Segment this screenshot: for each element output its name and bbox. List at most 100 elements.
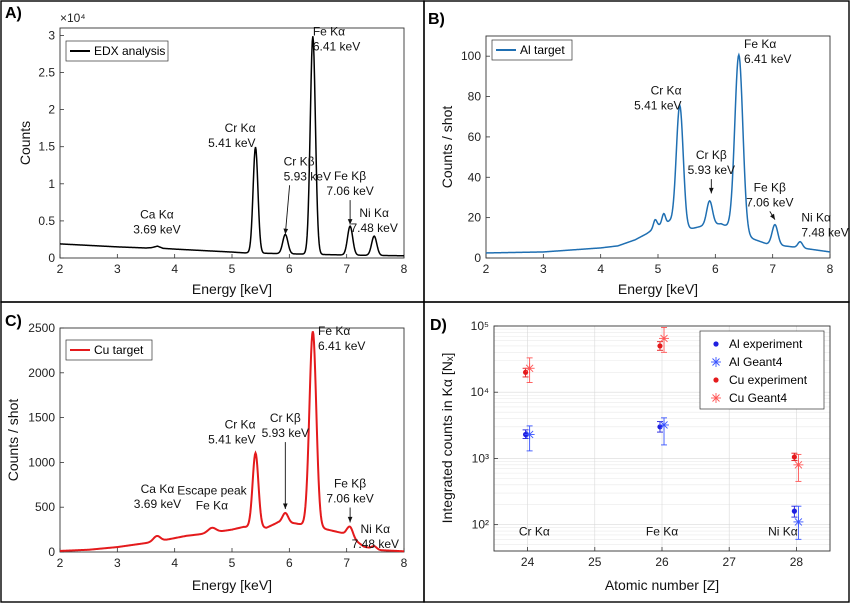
x-tick-label: 6 [286,556,293,570]
legend-label: Al target [520,43,565,57]
annotation-arrowhead [282,503,288,509]
y-exponent-label: ×10⁴ [60,11,86,25]
series-line [485,52,831,254]
series-line [59,36,404,257]
x-tick-label: 4 [597,262,604,276]
panel-d: D) 24 25 26 27 28 10² 10³ 10⁴ 10⁵ Cr Kα Fe Kα Ni K… [430,317,831,593]
y-tick-label: 0 [474,251,481,265]
series-group [59,36,404,257]
peak-annotation: Fe Kβ 7.06 keV [326,476,373,505]
x-tick-label: 2 [57,262,64,276]
peak-annotation: Fe Kα 6.41 keV [318,324,365,353]
annotation-arrowhead [770,213,775,220]
peak-annotation: Cr Kβ 5.93 keV [688,148,735,177]
annotation-arrowhead [708,187,714,194]
y-tick-label: 10⁴ [470,385,489,399]
panel-a: A) 2 3 4 5 6 7 8 0 0.5 1 1.5 2 2.5 3 ×10⁴ Ca Kα 3.69 k… [5,5,408,297]
peak-annotation: Fe Kα [646,525,678,539]
x-tick-label: 5 [655,262,662,276]
peak-annotation: Fe Kβ 7.06 keV [746,180,793,209]
peak-annotation: Ni Kα 7.48 keV [352,522,399,551]
y-tick-label: 2.5 [38,66,55,80]
panel-label: A) [5,5,22,22]
tick-group: 24 25 26 27 28 10² 10³ 10⁴ 10⁵ [470,319,803,569]
peak-annotation: Ca Kα 3.69 keV [134,482,181,511]
x-tick-label: 8 [401,262,408,276]
y-tick-label: 3 [48,28,55,42]
series-group [522,327,804,540]
y-tick-label: 1000 [28,455,55,469]
series-group [485,52,831,254]
peak-annotation: Cr Kα 5.41 keV [208,417,255,446]
panel-frame-d [423,301,850,603]
x-tick-label: 2 [483,262,490,276]
annotation-arrowhead [347,219,353,225]
legend: EDX analysis [65,40,169,62]
legend-label: EDX analysis [94,44,165,58]
data-point [791,454,797,460]
data-point [657,343,663,349]
x-tick-label: 5 [229,556,236,570]
y-tick-label: 60 [468,130,482,144]
y-tick-label: 10⁵ [471,319,489,333]
x-tick-label: 26 [655,555,669,569]
legend-label: Cu experiment [729,373,808,387]
legend-label: Al Geant4 [729,355,783,369]
x-tick-label: 6 [286,262,293,276]
peak-annotation: Ca Kα 3.69 keV [133,208,180,237]
peak-annotation: Fe Kβ 7.06 keV [326,169,373,198]
series-line [59,331,405,553]
legend: Al target [491,39,573,61]
x-tick-label: 28 [790,555,804,569]
annotation-group: Ca Kα 3.69 keV Cr Kα 5.41 keV Cr Kβ 5.93 keVF… [133,24,398,236]
data-point-star [659,419,670,430]
x-axis-label: Energy [keV] [192,577,272,593]
y-tick-label: 10² [472,518,489,532]
data-point-star [659,333,670,344]
x-tick-label: 8 [401,556,408,570]
y-tick-label: 0 [48,251,55,265]
series-group [59,331,405,553]
peak-annotation: Ni Kα 7.48 keV [801,211,848,240]
y-tick-label: 80 [468,90,482,104]
legend-label: Cu target [94,343,144,357]
x-tick-label: 2 [57,556,64,570]
x-axis-label: Energy [keV] [618,281,698,297]
y-tick-label: 100 [461,49,481,63]
y-axis-label: Counts / shot [439,106,455,189]
y-tick-label: 0 [48,545,55,559]
legend-box [65,339,153,361]
annotation-arrow [284,185,291,235]
y-axis-label: Counts / shot [5,399,21,482]
y-tick-label: 2000 [28,366,55,380]
annotation-arrowhead [283,228,289,235]
axes-frame [59,27,405,259]
panel-label: D) [430,317,447,334]
peak-annotation: Cr Kα 5.41 keV [208,121,255,150]
x-tick-label: 25 [588,555,602,569]
legend-label: Cu Geant4 [729,391,787,405]
x-tick-label: 3 [114,262,121,276]
legend: Cu target [65,339,153,361]
peak-annotation: Cr Kβ 5.93 keV [284,154,331,183]
peak-annotation: Cr Kα 5.41 keV [634,84,681,113]
legend-marker [713,377,719,383]
annotation-arrowhead [347,516,353,523]
legend-marker [711,357,721,367]
y-tick-label: 10³ [472,451,489,465]
x-tick-label: 5 [229,262,236,276]
panel-label: C) [5,313,22,330]
annotation-group: Cr Kα 5.41 keV Cr Kβ 5.93 keV Fe Kα 6.41 keV F… [634,37,849,240]
y-tick-label: 2 [48,103,55,117]
x-axis-label: Atomic number [Z] [605,577,719,593]
y-tick-label: 2500 [28,321,55,335]
legend-items: Al experiment Al Geant4 Cu experiment Cu Ge… [711,337,808,405]
panel-label: B) [428,11,445,28]
axes-frame [485,35,831,259]
legend-box [65,40,169,62]
data-point-star [793,459,804,470]
peak-annotation: Ni Kα [768,525,798,539]
